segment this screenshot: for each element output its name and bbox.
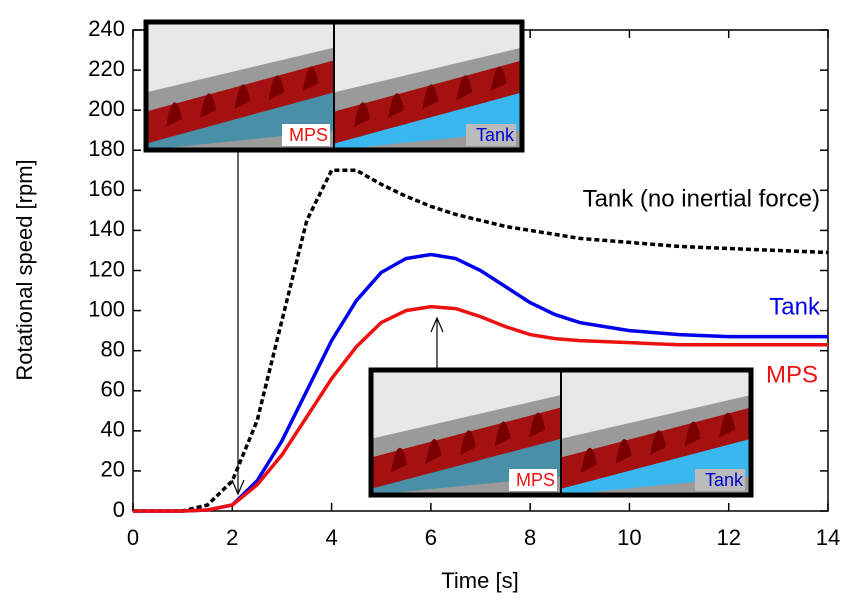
y-tick-label: 140: [88, 216, 125, 241]
inset-blade: [650, 430, 667, 455]
y-tick-label: 220: [88, 56, 125, 81]
inset-blade: [460, 430, 477, 455]
inset-blade: [529, 412, 546, 438]
x-tick-label: 4: [325, 525, 337, 550]
y-tick-label: 160: [88, 176, 125, 201]
y-tick-label: 0: [113, 497, 125, 522]
inset-blade: [456, 75, 473, 101]
inset-blade: [615, 439, 632, 464]
inset-blade: [268, 75, 285, 101]
inset-blade: [719, 412, 736, 438]
y-tick-label: 180: [88, 136, 125, 161]
x-tick-label: 0: [127, 525, 139, 550]
inset-label: MPS: [516, 470, 555, 490]
inset-label: Tank: [476, 125, 515, 145]
inset-label: Tank: [705, 470, 744, 490]
x-tick-label: 2: [226, 525, 238, 550]
series-label: Tank: [769, 293, 821, 320]
arrow-head: [430, 316, 444, 333]
series-line: [133, 304, 828, 513]
inset-blade: [494, 421, 511, 447]
series-line: [133, 252, 828, 513]
series-line: [133, 168, 829, 513]
inset-label-bg: [466, 124, 516, 146]
inset-label-bg: [282, 124, 330, 146]
inset-blade: [200, 93, 217, 118]
inset-fluid: [146, 92, 334, 150]
inset-label-bg: [695, 469, 745, 491]
inset-label: MPS: [289, 125, 328, 145]
y-tick-label: 240: [88, 16, 125, 41]
x-tick-label: 8: [524, 525, 536, 550]
y-tick-label: 100: [88, 296, 125, 321]
inset-blade: [684, 421, 701, 447]
inset: MPS Tank: [143, 19, 525, 153]
inset-blade: [391, 447, 407, 473]
inset-label-bg: [509, 469, 557, 491]
x-tick-label: 6: [425, 525, 437, 550]
y-tick-label: 20: [101, 457, 125, 482]
inset-blade: [422, 84, 439, 110]
x-axis-label: Time [s]: [441, 568, 518, 593]
series-label: MPS: [766, 361, 818, 388]
y-tick-label: 60: [101, 377, 125, 402]
inset-blade: [302, 66, 319, 92]
inset-blade: [166, 102, 182, 127]
inset-fluid: [334, 92, 522, 150]
inset-blade: [234, 84, 251, 110]
y-tick-label: 200: [88, 96, 125, 121]
arrow-head: [231, 479, 245, 496]
y-axis-label: Rotational speed [rpm]: [12, 159, 37, 380]
inset-blade: [354, 102, 370, 127]
inset-blade: [388, 93, 405, 118]
y-tick-label: 80: [101, 336, 125, 361]
inset-blade: [425, 439, 442, 464]
inset-blade: [490, 66, 507, 92]
x-tick-label: 14: [816, 525, 840, 550]
y-tick-label: 40: [101, 417, 125, 442]
series-label: Tank (no inertial force): [583, 185, 820, 212]
y-tick-label: 120: [88, 256, 125, 281]
inset-blade: [581, 447, 597, 473]
x-tick-label: 10: [617, 525, 641, 550]
x-tick-label: 12: [716, 525, 740, 550]
inset: MPS Tank: [368, 367, 754, 498]
